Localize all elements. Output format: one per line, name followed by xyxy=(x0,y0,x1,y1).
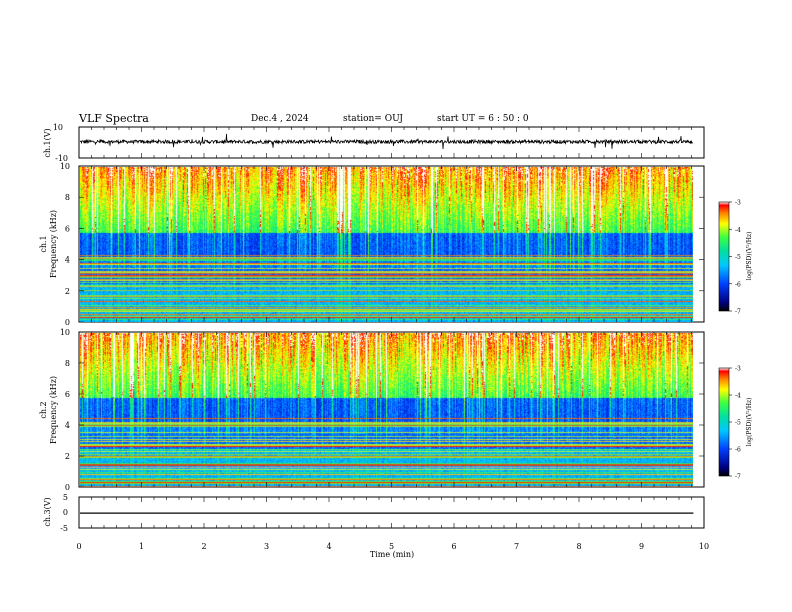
ch3-ytick-bottom: -5 xyxy=(60,524,68,533)
ch1-ytick-label: 10 xyxy=(60,162,70,171)
ch1-colorbar-tick: -4 xyxy=(735,227,741,234)
ch2-freq-label: Frequency (kHz) xyxy=(49,376,58,444)
x-axis-label: Time (min) xyxy=(370,550,414,559)
ch1-ytick-label: 4 xyxy=(65,256,70,265)
ch2-ytick-label: 2 xyxy=(65,452,70,461)
ch1-ytick-bottom: -10 xyxy=(55,154,68,163)
ch2-colorbar xyxy=(718,367,730,477)
ch2-colorbar-label: log(PSD)(V²/Hz) xyxy=(746,398,753,447)
ch1-ylabel: ch.1(V) xyxy=(43,128,52,157)
ch2-colorbar-tick: -3 xyxy=(735,366,741,373)
ch3-waveform-frame xyxy=(78,496,705,529)
start-time-label: start UT = 6 : 50 : 0 xyxy=(437,114,529,124)
date-label: Dec.4 , 2024 xyxy=(251,114,309,124)
ch1-waveform-line xyxy=(79,133,694,150)
ch2-ytick-label: 4 xyxy=(65,421,70,430)
ch2-colorbar-tick: -5 xyxy=(735,420,741,427)
ch3-ylabel: ch.3(V) xyxy=(43,497,52,526)
x-tick-label: 7 xyxy=(514,542,519,551)
ch2-channel-label: ch.2 xyxy=(39,401,48,418)
ch3-ytick-top: 5 xyxy=(63,493,68,502)
x-tick-label: 5 xyxy=(389,542,394,551)
x-tick-label: 9 xyxy=(639,542,644,551)
ch1-colorbar-tick: -3 xyxy=(735,200,741,207)
station-label: station= OUJ xyxy=(343,114,404,124)
x-tick-label: 3 xyxy=(264,542,269,551)
ch2-ytick-label: 10 xyxy=(60,328,70,337)
ch1-ytick-label: 8 xyxy=(65,193,70,202)
axis-ticks xyxy=(78,127,705,528)
x-tick-label: 10 xyxy=(699,542,709,551)
ch2-spectrogram xyxy=(80,333,693,487)
ch1-ytick-label: 0 xyxy=(65,318,70,327)
ch2-ytick-label: 8 xyxy=(65,359,70,368)
ch1-colorbar xyxy=(718,201,730,312)
ch1-ytick-top: 10 xyxy=(53,123,63,132)
ch1-ytick-label: 2 xyxy=(65,287,70,296)
ch1-freq-label: Frequency (kHz) xyxy=(49,210,58,278)
ch2-colorbar-tick: -6 xyxy=(735,447,741,454)
ch1-colorbar-tick: -5 xyxy=(735,254,741,261)
ch2-colorbar-tick: -7 xyxy=(735,474,741,481)
ch1-colorbar-tick: -7 xyxy=(735,309,741,316)
ch1-spectrogram xyxy=(80,167,693,322)
x-tick-label: 1 xyxy=(139,542,144,551)
ch2-ytick-label: 6 xyxy=(65,390,70,399)
x-tick-label: 8 xyxy=(576,542,581,551)
x-tick-label: 6 xyxy=(451,542,456,551)
ch1-colorbar-tick: -6 xyxy=(735,281,741,288)
ch1-channel-label: ch.1 xyxy=(39,235,48,252)
ch2-colorbar-tick: -4 xyxy=(735,393,741,400)
ch2-ytick-label: 0 xyxy=(65,483,70,492)
x-tick-label: 2 xyxy=(201,542,206,551)
x-tick-label: 4 xyxy=(326,542,331,551)
ch3-ytick-mid: 0 xyxy=(63,508,68,517)
x-tick-label: 0 xyxy=(76,542,81,551)
ch1-ytick-label: 6 xyxy=(65,224,70,233)
ch1-colorbar-label: log(PSD)(V²/Hz) xyxy=(746,232,753,281)
chart-title: VLF Spectra xyxy=(79,112,149,125)
